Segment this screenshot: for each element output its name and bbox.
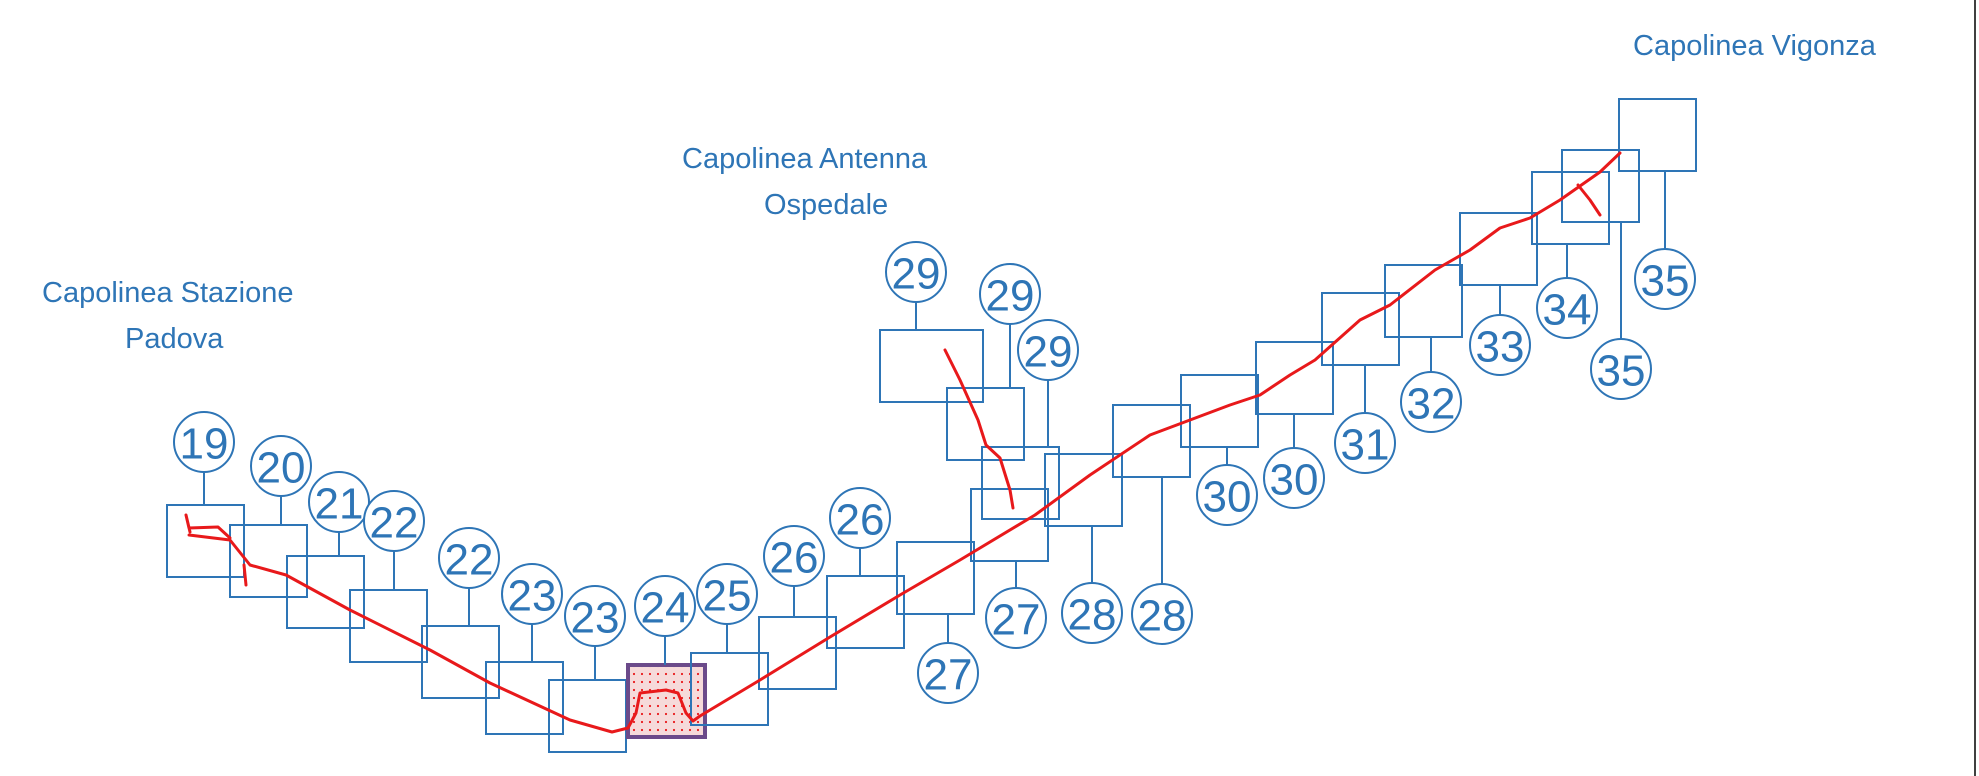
sheet-tile-20[interactable] bbox=[229, 524, 308, 598]
sheet-tile-34[interactable] bbox=[1531, 171, 1610, 245]
sheet-badge-circle[interactable] bbox=[1400, 371, 1462, 433]
sheet-tiles bbox=[166, 98, 1697, 753]
sheet-badge-circle[interactable] bbox=[1061, 582, 1123, 644]
sheet-number-label: 29 bbox=[892, 250, 941, 299]
sheet-number-label: 19 bbox=[180, 420, 229, 469]
sheet-badge-circle[interactable] bbox=[1634, 248, 1696, 310]
sheet-badge-circle[interactable] bbox=[1590, 338, 1652, 400]
sheet-badge-circle[interactable] bbox=[438, 527, 500, 589]
sheet-number-label: 22 bbox=[370, 499, 419, 548]
sheet-badge-circle[interactable] bbox=[979, 263, 1041, 325]
sheet-badge-circle[interactable] bbox=[1131, 583, 1193, 645]
sheet-badge-circle[interactable] bbox=[696, 563, 758, 625]
sheet-number-label: 33 bbox=[1476, 323, 1525, 372]
sheet-number-label: 26 bbox=[770, 534, 819, 583]
sheet-badge-circle[interactable] bbox=[501, 563, 563, 625]
sheet-number-label: 32 bbox=[1407, 380, 1456, 429]
sheet-number-label: 20 bbox=[257, 444, 306, 493]
sheet-number-label: 31 bbox=[1341, 421, 1390, 470]
sheet-tile-29[interactable] bbox=[981, 446, 1060, 520]
sheet-badge-circle[interactable] bbox=[363, 490, 425, 552]
sheet-tile-29[interactable] bbox=[879, 329, 984, 403]
route-lines bbox=[184, 151, 1622, 734]
sheet-tile-33[interactable] bbox=[1459, 212, 1538, 286]
sheet-badge-circle[interactable] bbox=[1536, 277, 1598, 339]
sheet-number-label: 30 bbox=[1270, 456, 1319, 505]
sheet-number-label: 28 bbox=[1138, 592, 1187, 641]
sheet-tile-22[interactable] bbox=[349, 589, 428, 663]
sheet-badge-circle[interactable] bbox=[917, 642, 979, 704]
sheet-tile-35[interactable] bbox=[1618, 98, 1697, 172]
sheet-badge-circle[interactable] bbox=[634, 575, 696, 637]
sheet-tile-28[interactable] bbox=[1112, 404, 1191, 478]
sheet-badge-circle[interactable] bbox=[763, 525, 825, 587]
sheet-badge-circle[interactable] bbox=[1334, 412, 1396, 474]
label-stazione-line1: Capolinea Stazione bbox=[42, 277, 294, 309]
route-stub-west bbox=[184, 513, 232, 540]
sheet-badge-circle[interactable] bbox=[1196, 464, 1258, 526]
sheet-tile-27[interactable] bbox=[896, 541, 975, 615]
sheet-number-label: 35 bbox=[1641, 257, 1690, 306]
label-vigonza: Capolinea Vigonza bbox=[1633, 30, 1877, 62]
route-stub-west-2 bbox=[242, 563, 248, 587]
sheet-badge-circle[interactable] bbox=[885, 241, 947, 303]
sheet-number-label: 26 bbox=[836, 496, 885, 545]
sheet-tile-32[interactable] bbox=[1384, 264, 1463, 338]
sheet-badge-circle[interactable] bbox=[1263, 447, 1325, 509]
sheet-tile-31[interactable] bbox=[1321, 292, 1400, 366]
sheet-badge-circle[interactable] bbox=[985, 587, 1047, 649]
sheet-tile-23[interactable] bbox=[485, 661, 564, 735]
sheet-number-label: 27 bbox=[924, 651, 973, 700]
sheet-number-label: 30 bbox=[1203, 473, 1252, 522]
label-antenna-line1: Capolinea Antenna bbox=[682, 143, 928, 175]
sheet-tile-35[interactable] bbox=[1561, 149, 1640, 223]
sheet-number-label: 29 bbox=[1024, 328, 1073, 377]
sheet-number-label: 25 bbox=[703, 572, 752, 621]
sheet-number-label: 28 bbox=[1068, 591, 1117, 640]
route-stub-east bbox=[1576, 183, 1602, 217]
sheet-badge-circle[interactable] bbox=[1017, 319, 1079, 381]
sheet-number-label: 34 bbox=[1543, 286, 1592, 335]
sheet-tile-26[interactable] bbox=[758, 616, 837, 690]
sheet-badge-circle[interactable] bbox=[564, 585, 626, 647]
sheet-number-label: 29 bbox=[986, 272, 1035, 321]
sheet-tile-30[interactable] bbox=[1180, 374, 1259, 448]
sheet-tile-19[interactable] bbox=[166, 504, 245, 578]
sheet-number-label: 35 bbox=[1597, 347, 1646, 396]
label-stazione-line2: Padova bbox=[125, 323, 224, 355]
sheet-badge-circle[interactable] bbox=[173, 411, 235, 473]
label-antenna-line2: Ospedale bbox=[764, 189, 888, 221]
sheet-badge-circle[interactable] bbox=[250, 435, 312, 497]
highlighted-sheet-border bbox=[626, 663, 707, 739]
sheet-number-label: 24 bbox=[641, 584, 690, 633]
hospital-branch-line bbox=[943, 348, 1015, 510]
sheet-number-label: 22 bbox=[445, 536, 494, 585]
sheet-number-label: 23 bbox=[571, 594, 620, 643]
sheet-badge-circle[interactable] bbox=[829, 487, 891, 549]
sheet-tile-26[interactable] bbox=[826, 575, 905, 649]
sheet-number-label: 23 bbox=[508, 572, 557, 621]
sheet-tile-29[interactable] bbox=[946, 387, 1025, 461]
sheet-number-label: 27 bbox=[992, 596, 1041, 645]
sheet-number-label: 21 bbox=[315, 480, 364, 529]
sheet-tile-21[interactable] bbox=[286, 555, 365, 629]
main-route-line bbox=[187, 151, 1622, 734]
sheet-badge-circle[interactable] bbox=[1469, 314, 1531, 376]
sheet-tile-28[interactable] bbox=[1044, 453, 1123, 527]
sheet-badge-circle[interactable] bbox=[308, 471, 370, 533]
